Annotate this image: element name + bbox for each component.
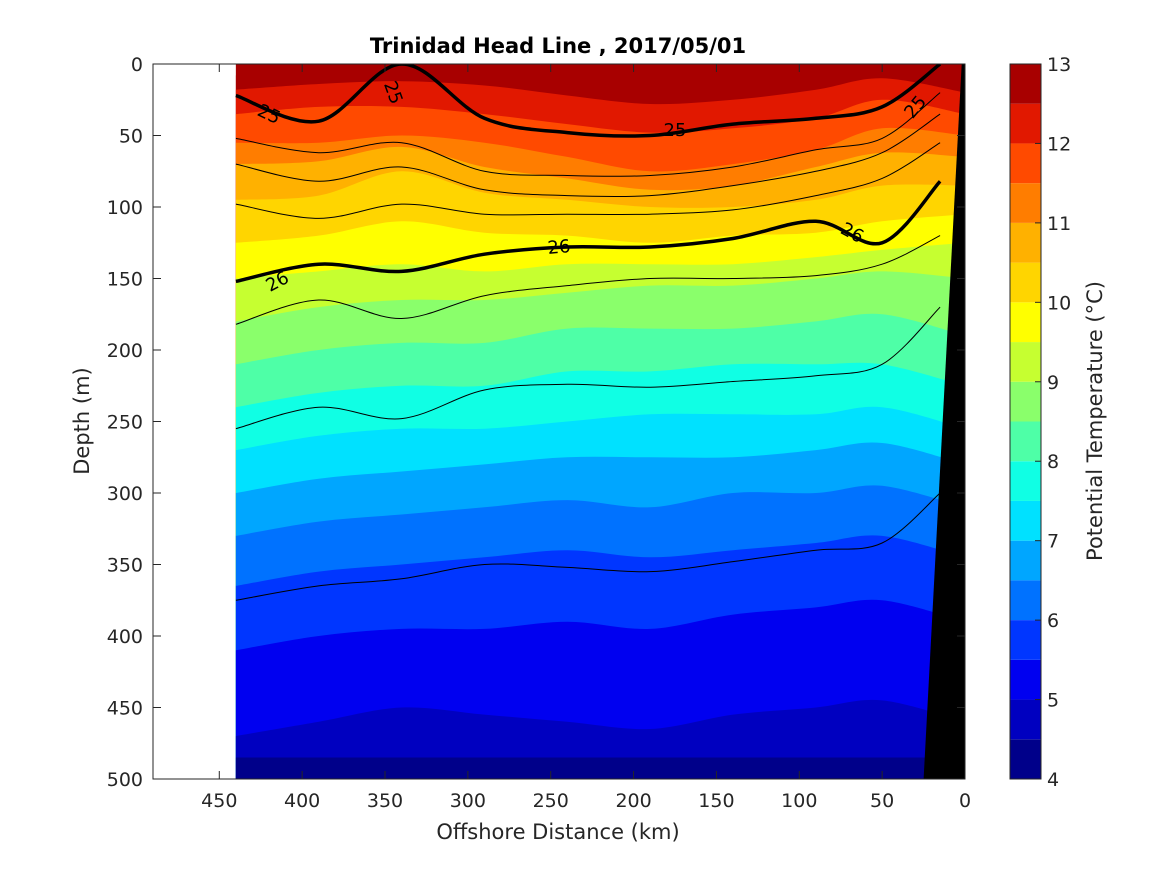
sigma-contour	[235, 92, 941, 177]
y-tick-label: 450	[107, 698, 143, 720]
colorbar-swatch	[1010, 342, 1041, 382]
x-tick-label: 200	[615, 790, 651, 812]
contour-label-group: 26	[547, 236, 572, 259]
colorbar-swatch	[1010, 64, 1041, 104]
colorbar-swatch	[1010, 302, 1041, 343]
seafloor-bathymetry	[923, 64, 965, 779]
colorbar-frame	[1009, 63, 1042, 780]
y-tick-label: 250	[107, 412, 143, 434]
colorbar-swatch	[1010, 540, 1041, 581]
x-tick-label: 250	[533, 790, 569, 812]
sigma-contour	[235, 142, 941, 219]
y-tick-label: 100	[107, 197, 143, 219]
colorbar-tick-label: 8	[1047, 451, 1059, 473]
temperature-band-bottom	[235, 757, 965, 779]
colorbar: 4 5 6 7 8 9 10 11 12 13 Potential Temperature (°C…	[1009, 54, 1107, 791]
colorbar-ticks: 4 5 6 7 8 9 10 11 12 13	[1035, 54, 1071, 791]
x-tick-label: 450	[201, 790, 237, 812]
colorbar-swatch	[1010, 143, 1041, 184]
x-tick-label: 400	[284, 790, 320, 812]
colorbar-tick-label: 7	[1047, 531, 1059, 553]
colorbar-swatch	[1010, 262, 1041, 303]
x-axis-ticks: 450 400 350 300 250 200 150 100 50 0	[201, 64, 971, 812]
sigma-contour-bold	[235, 180, 942, 284]
x-tick-label: 150	[698, 790, 734, 812]
seafloor-polygon	[923, 64, 965, 779]
colorbar-label: Potential Temperature (°C)	[1083, 281, 1107, 561]
contour-label: 25	[664, 120, 687, 141]
colorbar-tick-label: 10	[1047, 292, 1071, 314]
colorbar-swatch	[1010, 222, 1041, 263]
sigma-contour	[235, 235, 941, 325]
colorbar-tick-label: 4	[1047, 769, 1059, 791]
sigma-contour	[235, 306, 941, 430]
colorbar-swatches	[1010, 64, 1041, 779]
colorbar-swatch	[1010, 183, 1041, 223]
colorbar-swatch	[1010, 381, 1041, 422]
y-tick-label: 50	[119, 126, 143, 148]
sigma-contour-bold	[235, 64, 942, 138]
y-axis-label: Depth (m)	[70, 367, 94, 474]
x-tick-label: 50	[870, 790, 894, 812]
contour-label: 26	[547, 236, 572, 259]
colorbar-tick-label: 11	[1047, 213, 1071, 235]
temperature-field	[235, 64, 965, 779]
contour-label-group: 25	[664, 120, 687, 141]
colorbar-swatch	[1010, 739, 1041, 779]
y-axis-ticks: 0 50 100 150 200 250 300 350 400 450 500	[107, 54, 965, 791]
colorbar-swatch	[1010, 103, 1041, 144]
x-tick-label: 100	[781, 790, 817, 812]
chart-title: Trinidad Head Line , 2017/05/01	[370, 34, 746, 58]
y-tick-label: 500	[107, 769, 143, 791]
y-tick-label: 0	[131, 54, 143, 76]
colorbar-tick-label: 5	[1047, 690, 1059, 712]
density-contours	[235, 64, 942, 601]
colorbar-swatch	[1010, 461, 1041, 501]
colorbar-tick-label: 12	[1047, 133, 1071, 155]
colorbar-swatch	[1010, 421, 1041, 462]
x-tick-label: 350	[367, 790, 403, 812]
colorbar-swatch	[1010, 500, 1041, 541]
colorbar-swatch	[1010, 659, 1041, 700]
colorbar-tick-label: 9	[1047, 372, 1059, 394]
x-tick-label: 0	[959, 790, 971, 812]
colorbar-swatch	[1010, 620, 1041, 660]
colorbar-tick-label: 13	[1047, 54, 1071, 76]
y-tick-label: 150	[107, 269, 143, 291]
colorbar-swatch	[1010, 580, 1041, 621]
y-tick-label: 350	[107, 555, 143, 577]
colorbar-tick-label: 6	[1047, 610, 1059, 632]
x-tick-label: 300	[450, 790, 486, 812]
sigma-contour	[235, 492, 941, 601]
y-tick-label: 200	[107, 340, 143, 362]
sigma-contour	[235, 113, 941, 198]
y-tick-label: 400	[107, 626, 143, 648]
colorbar-swatch	[1010, 699, 1041, 740]
x-axis-label: Offshore Distance (km)	[436, 820, 679, 844]
y-tick-label: 300	[107, 483, 143, 505]
